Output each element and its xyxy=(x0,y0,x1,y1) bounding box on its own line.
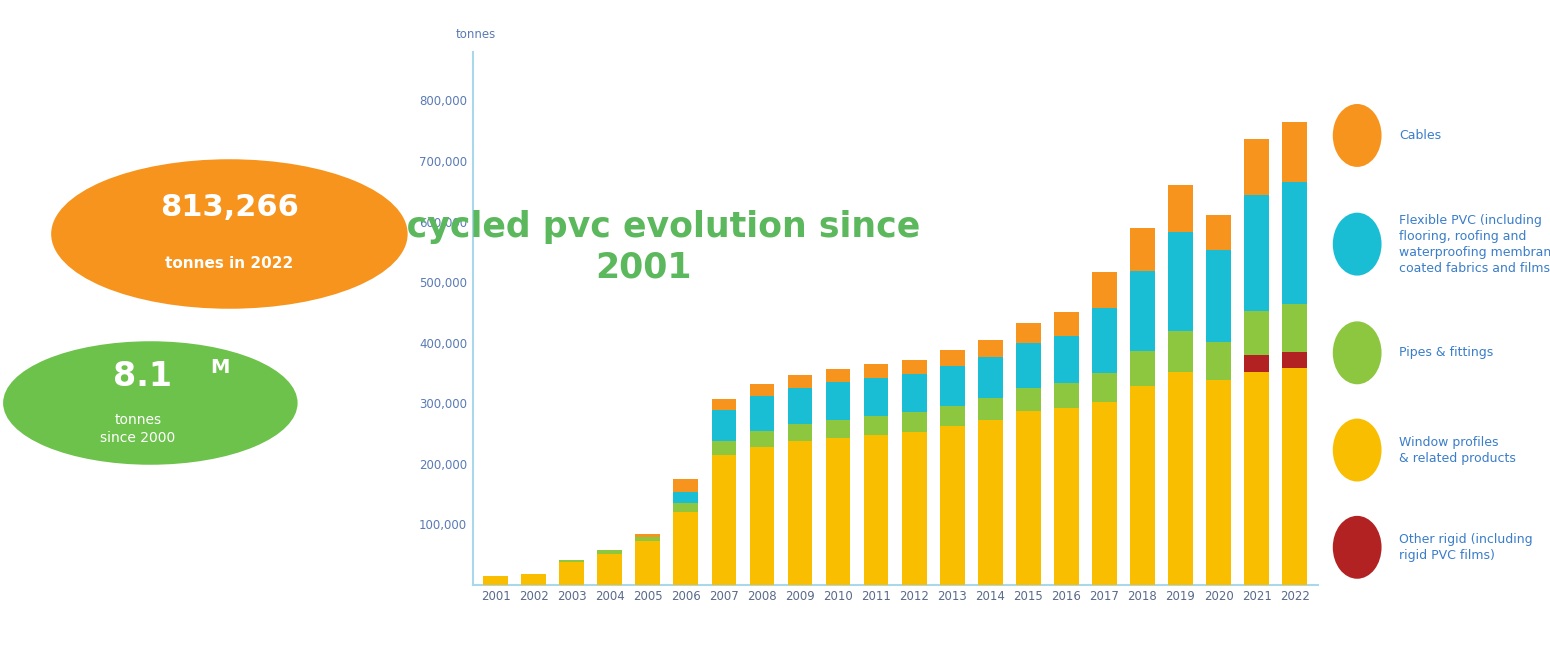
Bar xyxy=(1282,122,1307,181)
Bar xyxy=(1093,307,1118,373)
Bar xyxy=(750,431,775,447)
Bar xyxy=(1130,386,1155,585)
Bar xyxy=(673,479,698,492)
Bar xyxy=(1245,138,1269,195)
Ellipse shape xyxy=(1333,213,1381,276)
Bar xyxy=(750,447,775,585)
Bar xyxy=(826,382,851,420)
Bar xyxy=(711,441,736,455)
Bar xyxy=(939,366,964,406)
Text: Pipes & fittings: Pipes & fittings xyxy=(1400,346,1494,359)
Bar xyxy=(1282,304,1307,352)
Bar xyxy=(1015,323,1040,343)
Bar xyxy=(863,416,888,435)
Bar xyxy=(1245,311,1269,355)
Bar xyxy=(863,364,888,378)
Text: 813,266: 813,266 xyxy=(160,194,299,222)
Text: tonnes in 2022: tonnes in 2022 xyxy=(166,255,293,271)
Bar xyxy=(1130,351,1155,386)
Bar xyxy=(902,359,927,374)
Ellipse shape xyxy=(1333,321,1381,384)
Bar xyxy=(902,374,927,412)
Bar xyxy=(1206,215,1231,250)
Bar xyxy=(1054,384,1079,408)
Bar xyxy=(673,512,698,585)
Bar xyxy=(1206,250,1231,342)
Bar xyxy=(711,399,736,410)
Bar xyxy=(1169,331,1194,372)
Bar xyxy=(978,398,1003,421)
Bar xyxy=(1169,185,1194,233)
Bar xyxy=(826,438,851,585)
Text: recycled pvc evolution since
2001: recycled pvc evolution since 2001 xyxy=(366,209,921,285)
Text: M: M xyxy=(211,358,229,377)
Bar xyxy=(978,421,1003,585)
Bar xyxy=(1282,368,1307,585)
Bar xyxy=(787,375,812,387)
Bar xyxy=(1015,343,1040,387)
Ellipse shape xyxy=(1333,419,1381,482)
Bar xyxy=(1282,352,1307,368)
Bar xyxy=(1282,181,1307,304)
Bar xyxy=(863,378,888,416)
Bar xyxy=(1130,227,1155,271)
Bar xyxy=(978,341,1003,358)
Bar xyxy=(1169,233,1194,331)
Bar xyxy=(673,503,698,512)
Bar xyxy=(597,551,622,554)
Bar xyxy=(636,534,660,536)
Bar xyxy=(1130,271,1155,351)
Bar xyxy=(902,412,927,432)
Bar xyxy=(560,562,584,585)
Bar xyxy=(521,574,546,585)
Bar xyxy=(1054,408,1079,585)
Bar xyxy=(939,426,964,585)
Bar xyxy=(636,536,660,541)
Bar xyxy=(787,387,812,424)
Bar xyxy=(939,350,964,366)
Bar xyxy=(711,410,736,441)
Bar xyxy=(1206,342,1231,380)
Ellipse shape xyxy=(1333,516,1381,578)
Bar xyxy=(560,560,584,562)
Bar xyxy=(863,435,888,585)
Text: 8.1: 8.1 xyxy=(113,361,172,393)
Bar xyxy=(711,455,736,585)
Bar xyxy=(750,384,775,396)
Bar xyxy=(1245,355,1269,372)
Bar xyxy=(1093,402,1118,585)
Ellipse shape xyxy=(1333,104,1381,167)
Bar xyxy=(902,432,927,585)
Text: tonnes
since 2000: tonnes since 2000 xyxy=(101,413,175,445)
Bar xyxy=(1054,336,1079,384)
Bar xyxy=(826,369,851,382)
Bar xyxy=(750,396,775,431)
Bar xyxy=(636,541,660,585)
Text: tonnes: tonnes xyxy=(456,29,496,42)
Bar xyxy=(597,554,622,585)
Bar xyxy=(1093,373,1118,402)
Bar xyxy=(1054,312,1079,336)
Text: Other rigid (including
rigid PVC films): Other rigid (including rigid PVC films) xyxy=(1400,533,1533,562)
Bar xyxy=(787,441,812,585)
Bar xyxy=(939,406,964,426)
Bar xyxy=(673,492,698,503)
Bar xyxy=(1015,387,1040,411)
Bar xyxy=(1245,372,1269,585)
Bar xyxy=(1169,372,1194,585)
Bar xyxy=(1015,411,1040,585)
Text: Cables: Cables xyxy=(1400,129,1442,142)
Bar xyxy=(978,358,1003,398)
Bar xyxy=(787,424,812,441)
Text: Window profiles
& related products: Window profiles & related products xyxy=(1400,436,1516,465)
Text: Flexible PVC (including
flooring, roofing and
waterproofing membranes,
coated fa: Flexible PVC (including flooring, roofin… xyxy=(1400,214,1550,275)
Bar xyxy=(1245,195,1269,311)
Bar xyxy=(1206,380,1231,585)
Bar xyxy=(1093,272,1118,307)
Bar xyxy=(826,420,851,438)
Bar xyxy=(484,576,508,585)
